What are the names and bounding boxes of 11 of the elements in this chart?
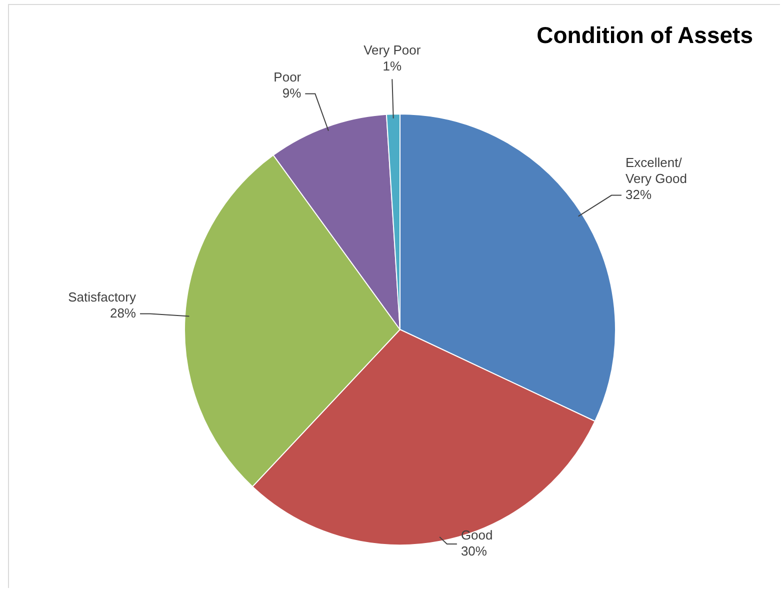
data-label: 28% [110,305,136,320]
slice-label: Good [460,528,493,543]
data-label: 30% [460,544,488,559]
chart-title: Condition of Assets [536,22,753,49]
data-label: 1% [382,58,402,74]
slice-label: Poor [274,69,302,84]
data-label: 32% [626,186,652,202]
data-label: 9% [282,85,302,100]
slice-label: Satisfactory [68,289,136,304]
slice-label: Very Poor [364,42,422,58]
slice-label: Excellent/ Very Good [626,154,687,186]
